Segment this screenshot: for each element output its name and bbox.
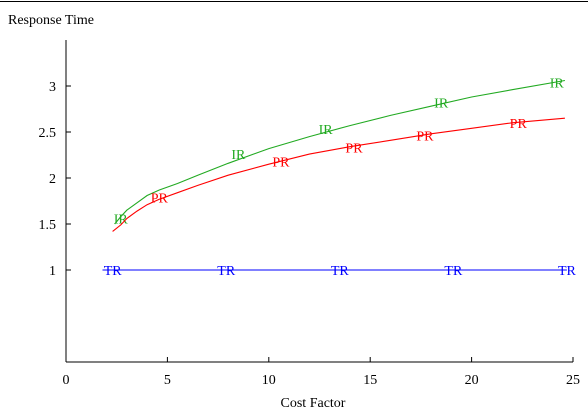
x-tick-label: 10 — [262, 373, 276, 388]
y-axis-title: Response Time — [8, 13, 94, 28]
y-tick-label: 1.5 — [39, 218, 57, 233]
x-tick-label: 0 — [63, 373, 70, 388]
x-tick-label: 5 — [164, 373, 171, 388]
series-marker-ir: IR — [231, 148, 246, 163]
x-tick-label: 15 — [363, 373, 377, 388]
x-ticks: 0 5 10 15 20 25 — [63, 357, 580, 388]
y-ticks: 1 1.5 2 2.5 3 — [39, 80, 71, 279]
series-marker-pr: PR — [416, 130, 434, 145]
x-tick-label: 20 — [465, 373, 479, 388]
series-tr: TR TR TR TR TR — [102, 264, 577, 279]
series-marker-ir: IR — [434, 97, 449, 112]
x-axis-title: Cost Factor — [281, 396, 346, 411]
series-marker-tr: TR — [104, 264, 123, 279]
series-marker-pr: PR — [510, 117, 528, 132]
y-tick-label: 3 — [49, 80, 56, 95]
series-marker-tr: TR — [444, 264, 463, 279]
series-line-pr — [112, 117, 565, 232]
series-pr: PR PR PR PR PR — [112, 117, 565, 232]
series-layer: IR IR IR IR IR PR PR PR PR PR TR TR TR TR TR — [102, 76, 577, 279]
series-marker-pr: PR — [272, 155, 290, 170]
series-marker-ir: IR — [114, 212, 129, 227]
series-marker-tr: TR — [331, 264, 350, 279]
y-tick-label: 2 — [49, 172, 56, 187]
series-ir: IR IR IR IR IR — [114, 76, 565, 227]
series-marker-pr: PR — [345, 142, 363, 157]
y-tick-label: 2.5 — [39, 126, 57, 141]
series-marker-pr: PR — [151, 191, 169, 206]
series-marker-tr: TR — [558, 264, 577, 279]
y-tick-label: 1 — [49, 264, 56, 279]
series-marker-tr: TR — [217, 264, 236, 279]
x-tick-label: 25 — [566, 373, 580, 388]
series-line-ir — [114, 79, 565, 225]
series-marker-ir: IR — [319, 123, 334, 138]
series-marker-ir: IR — [550, 76, 565, 91]
